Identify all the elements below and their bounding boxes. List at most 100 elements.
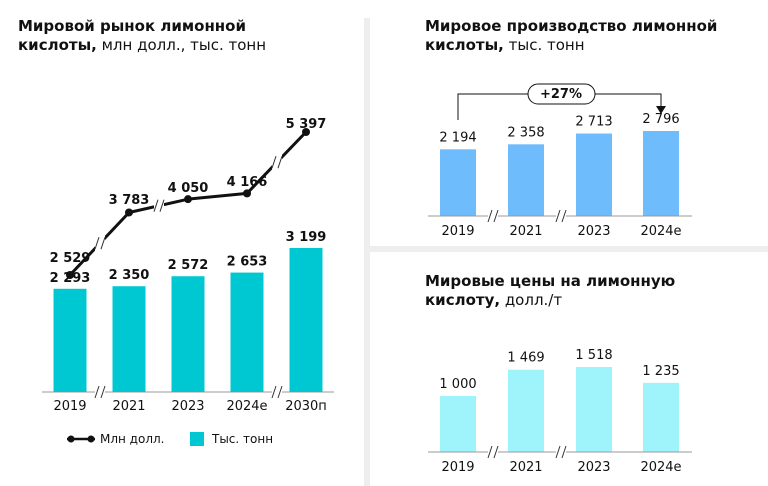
market-line-break-stroke-a (94, 237, 100, 250)
market-line-break-stroke-b (100, 237, 106, 250)
market-line-break-stroke-a (271, 156, 277, 169)
production-x-tick-label: 2021 (509, 224, 542, 239)
market-line-segment (187, 191, 248, 201)
market-axis-break-stroke-a (94, 385, 100, 399)
prices-bar-label: 1 000 (439, 377, 476, 392)
production-growth-arrowhead (656, 106, 666, 114)
market-axis-break-stroke-b (277, 385, 283, 399)
prices-x-tick-label: 2023 (577, 460, 610, 475)
legend-line-label: Млн долл. (100, 432, 165, 446)
production-title-unit: тыс. тонн (503, 36, 585, 54)
production-growth-badge (527, 83, 596, 105)
prices-bar-label: 1 469 (507, 351, 544, 366)
legend-line-marker (67, 435, 95, 443)
prices-axis-break-gap (488, 444, 498, 460)
market-axis-break-gap (95, 384, 105, 400)
market-line-break-stroke-a (153, 199, 159, 212)
prices-bar (576, 367, 612, 452)
market-line-break-stroke-b (277, 156, 283, 169)
prices-axis-break (555, 444, 567, 460)
production-bar-label: 2 358 (507, 125, 544, 140)
legend-bar: Тыс. тонн (190, 432, 273, 446)
market-line-label: 4 166 (227, 175, 268, 190)
market-x-tick-label: 2023 (171, 399, 204, 414)
market-line-break (153, 197, 165, 214)
prices-x-tick-label: 2021 (509, 460, 542, 475)
market-axis-break-stroke-a (271, 385, 277, 399)
market-x-tick-label: 2024е (226, 399, 267, 414)
prices-bar-label: 1 235 (642, 364, 679, 379)
production-axis-break-gap (556, 208, 566, 224)
market-bar-label: 2 350 (109, 268, 150, 283)
market-bar (230, 272, 264, 392)
prices-title-line1: Мировые цены на лимонную (425, 272, 676, 290)
production-axis-break (487, 208, 499, 224)
production-title-line2: кислоты, (425, 36, 504, 54)
market-axis-break-stroke-b (100, 385, 106, 399)
prices-axis-break-stroke-b (561, 445, 567, 459)
market-line-point (66, 271, 74, 279)
market-chart-title: Мировой рынок лимонной кислоты, млн долл… (18, 17, 266, 55)
prices-x-tick-label: 2019 (441, 460, 474, 475)
production-axis-break-stroke-b (561, 209, 567, 223)
production-axis-break-stroke-a (555, 209, 561, 223)
prices-axis-break-stroke-b (493, 445, 499, 459)
market-line-label: 5 397 (286, 117, 327, 132)
market-line-label: 3 783 (109, 193, 150, 208)
market-title-unit: млн долл., тыс. тонн (96, 36, 267, 54)
market-line-break (94, 235, 106, 252)
prices-axis-break-gap (556, 444, 566, 460)
production-bar-label: 2 194 (439, 130, 476, 145)
market-bar-label: 2 572 (168, 258, 209, 273)
legend-line: Млн долл. (66, 432, 164, 446)
horizontal-divider (370, 246, 768, 252)
market-x-tick-label: 2021 (112, 399, 145, 414)
legend-bar-swatch (190, 432, 204, 446)
production-axis-break-gap (488, 208, 498, 224)
production-x-tick-label: 2024е (640, 224, 681, 239)
market-bar (53, 288, 87, 392)
production-x-tick-label: 2023 (577, 224, 610, 239)
prices-x-tick-label: 2024е (640, 460, 681, 475)
market-title-line2: кислоты, (18, 36, 97, 54)
prices-axis-break-stroke-a (555, 445, 561, 459)
market-line-break-gap (154, 197, 164, 214)
production-bar-label: 2 713 (575, 115, 612, 130)
prices-bar (643, 382, 679, 452)
market-x-tick-label: 2019 (53, 399, 86, 414)
prices-axis-break (487, 444, 499, 460)
production-x-tick-label: 2019 (441, 224, 474, 239)
market-line-point (184, 195, 192, 204)
production-bar (440, 149, 476, 216)
prices-chart-title: Мировые цены на лимонную кислоту, долл./… (425, 272, 675, 310)
market-line-break-gap (272, 154, 282, 171)
market-line-point (243, 189, 251, 198)
legend-bar-label: Тыс. тонн (212, 432, 274, 446)
market-line-break-stroke-b (159, 199, 165, 212)
prices-title-unit: долл./т (500, 291, 563, 309)
production-bar-label: 2 796 (642, 112, 679, 127)
prices-bar (440, 396, 476, 452)
vertical-divider (364, 18, 370, 486)
market-line-break-gap (95, 235, 105, 252)
prices-bar-label: 1 518 (575, 348, 612, 363)
market-x-tick-label: 2030п (285, 399, 327, 414)
market-bar (112, 286, 146, 392)
production-bar (576, 133, 612, 216)
prices-title-line2: кислоту, (425, 291, 501, 309)
market-axis-break-gap (272, 384, 282, 400)
production-axis-break-stroke-a (487, 209, 493, 223)
market-line-point (302, 128, 310, 136)
prices-bar (508, 369, 544, 452)
market-axis-break (271, 384, 283, 400)
market-bar-label: 3 199 (286, 230, 327, 245)
production-chart-title: Мировое производство лимонной кислоты, т… (425, 17, 717, 55)
production-bar (508, 144, 544, 216)
market-line-label: 4 050 (168, 181, 209, 196)
market-line-break (271, 154, 283, 171)
production-axis-break (555, 208, 567, 224)
production-growth-label: +27% (540, 87, 582, 102)
market-line-label: 2 529 (50, 251, 91, 266)
market-line-point (125, 208, 133, 217)
